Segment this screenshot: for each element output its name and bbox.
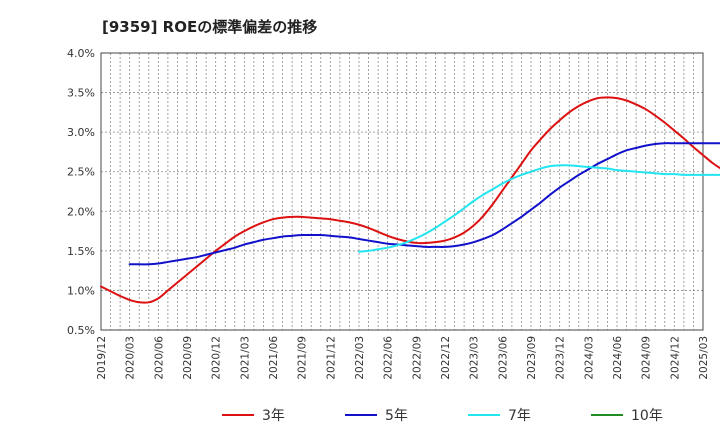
x-tick-label: 2020/03 [125, 336, 137, 380]
series-line-5年 [128, 142, 720, 266]
legend: 3年 5年 7年 10年 [222, 408, 663, 424]
x-tick-label: 2021/09 [297, 336, 309, 380]
y-tick-label: 4.0% [67, 47, 95, 60]
series-line-7年 [358, 164, 720, 253]
x-tick-label: 2022/06 [383, 336, 395, 380]
y-axis-ticks: 0.5% 1.0% 1.5% 2.0% 2.5% 3.0% 3.5% 4.0% [67, 47, 95, 337]
x-tick-label: 2023/12 [555, 336, 567, 380]
y-tick-label: 1.0% [67, 284, 95, 297]
x-tick-label: 2025/03 [698, 336, 710, 380]
x-tick-label: 2020/06 [153, 336, 165, 380]
plot-border [100, 52, 704, 331]
x-tick-label: 2024/12 [669, 336, 681, 380]
y-tick-label: 0.5% [67, 324, 95, 337]
x-tick-label: 2022/09 [411, 336, 423, 380]
y-tick-label: 1.5% [67, 245, 95, 258]
chart-title: [9359] ROEの標準偏差の推移 [102, 18, 318, 36]
series-line-3年 [100, 96, 720, 304]
series-lines [100, 96, 720, 304]
x-tick-label: 2024/06 [612, 336, 624, 380]
x-tick-label: 2019/12 [96, 336, 108, 380]
x-tick-label: 2022/12 [440, 336, 452, 380]
y-tick-label: 2.5% [67, 166, 95, 179]
x-tick-label: 2023/09 [526, 336, 538, 380]
x-tick-label: 2020/12 [211, 336, 223, 380]
y-tick-label: 3.0% [67, 126, 95, 139]
x-tick-label: 2024/03 [583, 336, 595, 380]
x-tick-label: 2020/09 [182, 336, 194, 380]
y-tick-label: 3.5% [67, 87, 95, 100]
x-axis-ticks: 2019/12 2020/03 2020/06 2020/09 2020/12 2021/… [96, 336, 710, 380]
x-tick-label: 2024/09 [641, 336, 653, 380]
x-tick-label: 2021/03 [239, 336, 251, 380]
legend-label-5年: 5年 [385, 408, 408, 424]
plot-background [101, 53, 703, 330]
legend-label-7年: 7年 [508, 408, 531, 424]
legend-label-3年: 3年 [262, 408, 285, 424]
x-tick-label: 2021/12 [325, 336, 337, 380]
legend-label-10年: 10年 [631, 408, 663, 424]
x-tick-label: 2023/03 [469, 336, 481, 380]
x-tick-label: 2023/06 [497, 336, 509, 380]
x-tick-label: 2021/06 [268, 336, 280, 380]
x-tick-label: 2022/03 [354, 336, 366, 380]
y-tick-label: 2.0% [67, 205, 95, 218]
